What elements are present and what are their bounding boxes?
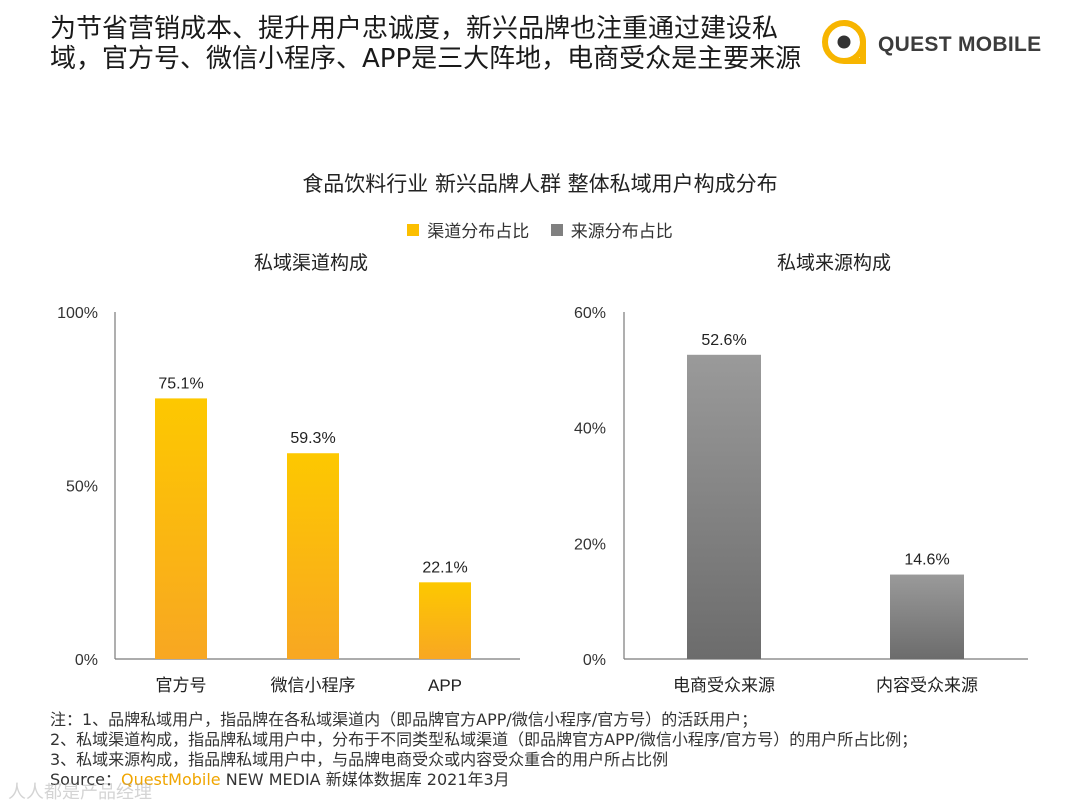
channel-bar-value-label: 75.1% xyxy=(158,375,203,392)
legend-label-source: 来源分布占比 xyxy=(570,222,673,242)
quest-mobile-logo: QUEST MOBILE xyxy=(818,14,1042,70)
footnote-1: 注：1、品牌私域用户，指品牌在各私域渠道内（即品牌官方APP/微信小程序/官方号… xyxy=(50,710,758,729)
source-bar xyxy=(687,354,761,659)
legend-item-source: 来源分布占比 xyxy=(550,217,673,242)
source-rest: NEW MEDIA 新媒体数据库 2021年3月 xyxy=(220,770,510,789)
channel-bar-value-label: 59.3% xyxy=(290,430,335,447)
source-brand: QuestMobile xyxy=(120,770,221,789)
channel-x-tick-label: 微信小程序 xyxy=(271,676,356,695)
logo-text: QUEST MOBILE xyxy=(878,33,1042,56)
source-y-tick-label: 40% xyxy=(574,421,606,438)
channel-y-tick-label: 50% xyxy=(66,479,98,496)
channel-y-tick-label: 100% xyxy=(57,305,98,322)
legend-label-channel: 渠道分布占比 xyxy=(427,222,530,242)
page-headline: 为节省营销成本、提升用户忠诚度，新兴品牌也注重通过建设私域，官方号、微信小程序、… xyxy=(50,14,802,74)
source-bar-value-label: 52.6% xyxy=(701,332,746,349)
channel-x-tick-label: APP xyxy=(428,676,462,695)
legend-item-channel: 渠道分布占比 xyxy=(407,217,529,242)
channel-bar xyxy=(155,398,207,659)
source-x-tick-label: 电商受众来源 xyxy=(673,676,775,695)
source-x-tick-label: 内容受众来源 xyxy=(876,676,978,695)
legend-swatch-source xyxy=(550,223,563,236)
source-chart-title: 私域来源构成 xyxy=(777,252,892,274)
chart-main-title: 食品饮料行业 新兴品牌人群 整体私域用户构成分布 xyxy=(302,172,778,196)
source-bar-value-label: 14.6% xyxy=(904,552,949,569)
channel-bar xyxy=(287,453,339,659)
channel-bar xyxy=(419,582,471,659)
legend-swatch-channel xyxy=(407,223,420,236)
logo-mark-icon xyxy=(822,20,866,64)
footnote-2: 2、私域渠道构成，指品牌私域用户中，分布于不同类型私域渠道（即品牌官方APP/微… xyxy=(50,730,918,749)
channel-bar-value-label: 22.1% xyxy=(422,559,467,576)
watermark: 人人都是产品经理 xyxy=(8,782,152,803)
channel-chart-title: 私域渠道构成 xyxy=(254,252,369,274)
channel-x-tick-label: 官方号 xyxy=(156,676,207,695)
channel-y-tick-label: 0% xyxy=(75,652,98,669)
footnote-3: 3、私域来源构成，指品牌私域用户中，与品牌电商受众或内容受众重合的用户所占比例 xyxy=(50,750,669,769)
footnotes: 注：1、品牌私域用户，指品牌在各私域渠道内（即品牌官方APP/微信小程序/官方号… xyxy=(50,710,917,790)
source-prefix: Source： xyxy=(50,770,121,789)
channel-bar-chart: 0% 50% 100% 75.1% 官方号 59.3% 微信小程序 22.1% APP xyxy=(57,305,520,695)
source-y-tick-label: 60% xyxy=(574,305,606,322)
chart-legend: 渠道分布占比 来源分布占比 xyxy=(0,217,1080,242)
source-y-tick-label: 20% xyxy=(574,536,606,553)
source-bar-chart: 0% 20% 40% 60% 52.6% 电商受众来源 14.6% 内容受众来源 xyxy=(574,305,1028,695)
source-bar xyxy=(890,574,964,659)
source-line: Source：QuestMobile NEW MEDIA 新媒体数据库 2021… xyxy=(50,770,917,790)
source-y-tick-label: 0% xyxy=(583,652,606,669)
